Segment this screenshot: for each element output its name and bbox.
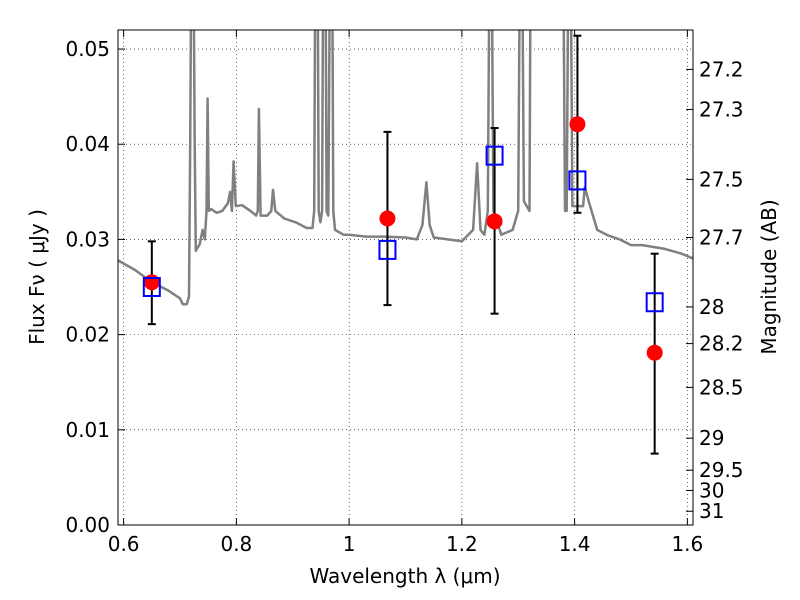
x-tick-label: 1 (343, 532, 356, 556)
magnitude-axis-title: Magnitude (AB) (757, 199, 781, 354)
observed-point (646, 344, 663, 361)
x-tick-label: 1.4 (559, 532, 591, 556)
magnitude-tick-label: 31 (699, 499, 724, 523)
magnitude-tick-label: 29 (699, 426, 724, 450)
x-axis-title: Wavelength λ (μm) (309, 564, 500, 588)
y-tick-label: 0.03 (65, 227, 110, 251)
magnitude-tick-label: 27.2 (699, 57, 744, 81)
y-axis-ticks: 0.00 0.01 0.02 0.03 0.04 0.05 (65, 37, 125, 537)
y-tick-label: 0.02 (65, 323, 110, 347)
model-points-layer (142, 145, 664, 313)
plot-frame (117, 29, 694, 526)
model-point (378, 239, 397, 260)
y-axis-title: Flux Fν ( μJy ) (25, 209, 49, 345)
observed-point (486, 213, 503, 230)
magnitude-tick-label: 27.5 (699, 167, 744, 191)
model-point (142, 277, 161, 298)
model-point (645, 292, 664, 313)
magnitude-tick-label: 27.3 (699, 97, 744, 121)
magnitude-tick-label: 28 (699, 295, 724, 319)
magnitude-tick-label: 29.5 (699, 458, 744, 482)
model-point (485, 145, 504, 166)
observed-points-layer (143, 116, 663, 361)
magnitude-tick-label: 28.2 (699, 332, 744, 356)
y-tick-label: 0.05 (65, 37, 110, 61)
y-tick-label: 0.01 (65, 418, 110, 442)
observed-point (379, 210, 396, 227)
x-tick-label: 1.6 (671, 532, 703, 556)
x-tick-label: 0.8 (220, 532, 252, 556)
magnitude-tick-label: 30 (699, 478, 724, 502)
y-tick-label: 0.00 (65, 513, 110, 537)
x-tick-label: 0.6 (108, 532, 140, 556)
model-point (568, 170, 587, 191)
y-tick-label: 0.04 (65, 132, 110, 156)
observed-point (569, 116, 586, 133)
model-spectrum-layer (118, 30, 693, 306)
x-axis-ticks: 0.6 0.8 1 1.2 1.4 1.6 (108, 30, 703, 556)
grid-lines (118, 30, 693, 526)
plot-background (118, 30, 693, 525)
x-tick-label: 1.2 (446, 532, 478, 556)
magnitude-tick-label: 27.7 (699, 226, 744, 250)
model-spectrum-line (118, 30, 693, 306)
observed-point (143, 274, 160, 291)
magnitude-tick-label: 28.5 (699, 375, 744, 399)
